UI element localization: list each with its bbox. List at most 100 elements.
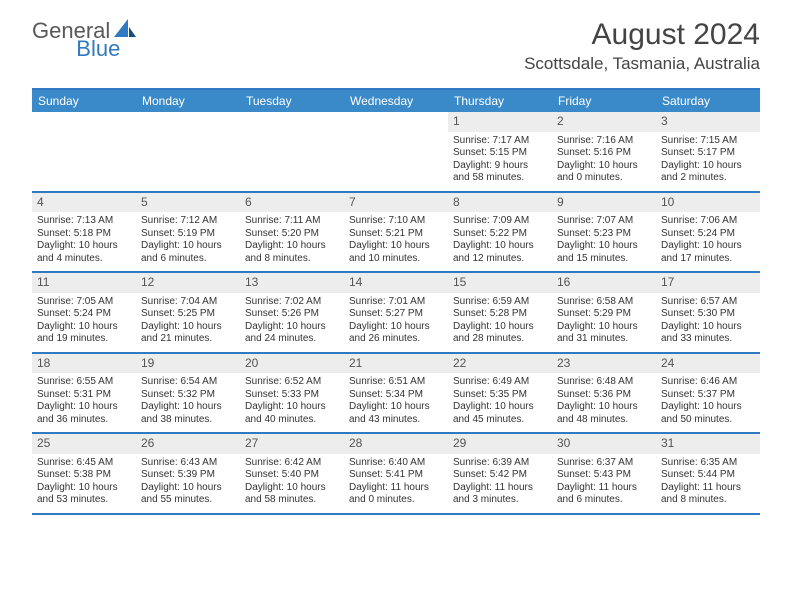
day-number: 29 <box>453 436 466 450</box>
daylight-line: Daylight: 10 hours and 6 minutes. <box>141 240 235 265</box>
daynum-row: 13 <box>240 273 344 293</box>
day-number: 19 <box>141 356 154 370</box>
calendar-cell: 1Sunrise: 7:17 AMSunset: 5:15 PMDaylight… <box>448 112 552 191</box>
daynum-row: 30 <box>552 434 656 454</box>
sunrise-line: Sunrise: 6:58 AM <box>557 296 651 309</box>
calendar-cell: 18Sunrise: 6:55 AMSunset: 5:31 PMDayligh… <box>32 354 136 433</box>
daylight-line: Daylight: 10 hours and 40 minutes. <box>245 401 339 426</box>
daynum-row: 15 <box>448 273 552 293</box>
week-row: 25Sunrise: 6:45 AMSunset: 5:38 PMDayligh… <box>32 434 760 515</box>
daylight-line: Daylight: 10 hours and 0 minutes. <box>557 160 651 185</box>
calendar-cell: 19Sunrise: 6:54 AMSunset: 5:32 PMDayligh… <box>136 354 240 433</box>
day-header-tue: Tuesday <box>240 90 344 112</box>
daynum-row: 29 <box>448 434 552 454</box>
daynum-row: 10 <box>656 193 760 213</box>
calendar-cell: 25Sunrise: 6:45 AMSunset: 5:38 PMDayligh… <box>32 434 136 513</box>
sunrise-line: Sunrise: 6:49 AM <box>453 376 547 389</box>
daylight-line: Daylight: 10 hours and 33 minutes. <box>661 321 755 346</box>
daylight-line: Daylight: 10 hours and 15 minutes. <box>557 240 651 265</box>
daynum-row: 14 <box>344 273 448 293</box>
day-number: 24 <box>661 356 674 370</box>
calendar-cell: 24Sunrise: 6:46 AMSunset: 5:37 PMDayligh… <box>656 354 760 433</box>
daylight-line: Daylight: 10 hours and 26 minutes. <box>349 321 443 346</box>
daynum-row: 28 <box>344 434 448 454</box>
daynum-row: 11 <box>32 273 136 293</box>
sunset-line: Sunset: 5:40 PM <box>245 469 339 482</box>
sunrise-line: Sunrise: 6:39 AM <box>453 457 547 470</box>
sunset-line: Sunset: 5:44 PM <box>661 469 755 482</box>
daylight-line: Daylight: 11 hours and 0 minutes. <box>349 482 443 507</box>
day-header-mon: Monday <box>136 90 240 112</box>
daynum-row: 17 <box>656 273 760 293</box>
calendar-cell: 17Sunrise: 6:57 AMSunset: 5:30 PMDayligh… <box>656 273 760 352</box>
daynum-row: 23 <box>552 354 656 374</box>
calendar-cell: 26Sunrise: 6:43 AMSunset: 5:39 PMDayligh… <box>136 434 240 513</box>
sunrise-line: Sunrise: 7:02 AM <box>245 296 339 309</box>
day-header-sat: Saturday <box>656 90 760 112</box>
daynum-row: 9 <box>552 193 656 213</box>
daylight-line: Daylight: 11 hours and 8 minutes. <box>661 482 755 507</box>
daylight-line: Daylight: 10 hours and 28 minutes. <box>453 321 547 346</box>
weeks: 1Sunrise: 7:17 AMSunset: 5:15 PMDaylight… <box>32 112 760 515</box>
calendar-cell: 29Sunrise: 6:39 AMSunset: 5:42 PMDayligh… <box>448 434 552 513</box>
sunrise-line: Sunrise: 7:16 AM <box>557 135 651 148</box>
daylight-line: Daylight: 10 hours and 48 minutes. <box>557 401 651 426</box>
week-row: 18Sunrise: 6:55 AMSunset: 5:31 PMDayligh… <box>32 354 760 435</box>
sunrise-line: Sunrise: 7:09 AM <box>453 215 547 228</box>
calendar-cell <box>240 112 344 191</box>
sunrise-line: Sunrise: 6:35 AM <box>661 457 755 470</box>
sunset-line: Sunset: 5:18 PM <box>37 228 131 241</box>
daynum-row: 12 <box>136 273 240 293</box>
calendar-cell: 31Sunrise: 6:35 AMSunset: 5:44 PMDayligh… <box>656 434 760 513</box>
day-number: 12 <box>141 275 154 289</box>
sunrise-line: Sunrise: 6:54 AM <box>141 376 235 389</box>
daynum-row: 1 <box>448 112 552 132</box>
day-number: 17 <box>661 275 674 289</box>
sunrise-line: Sunrise: 6:57 AM <box>661 296 755 309</box>
calendar-cell: 2 Sunrise: 7:16 AMSunset: 5:16 PMDaylight… <box>552 112 656 191</box>
calendar-cell: 4Sunrise: 7:13 AMSunset: 5:18 PMDaylight… <box>32 193 136 272</box>
sunset-line: Sunset: 5:41 PM <box>349 469 443 482</box>
calendar-cell: 15Sunrise: 6:59 AMSunset: 5:28 PMDayligh… <box>448 273 552 352</box>
day-header-wed: Wednesday <box>344 90 448 112</box>
daylight-line: Daylight: 10 hours and 8 minutes. <box>245 240 339 265</box>
sunrise-line: Sunrise: 6:37 AM <box>557 457 651 470</box>
daylight-line: Daylight: 10 hours and 24 minutes. <box>245 321 339 346</box>
sunrise-line: Sunrise: 6:40 AM <box>349 457 443 470</box>
day-headers: Sunday Monday Tuesday Wednesday Thursday… <box>32 90 760 112</box>
day-number: 18 <box>37 356 50 370</box>
sunset-line: Sunset: 5:42 PM <box>453 469 547 482</box>
day-number: 8 <box>453 195 460 209</box>
page-title: August 2024 <box>524 18 760 52</box>
sunset-line: Sunset: 5:20 PM <box>245 228 339 241</box>
sunrise-line: Sunrise: 7:10 AM <box>349 215 443 228</box>
sunrise-line: Sunrise: 6:48 AM <box>557 376 651 389</box>
sunrise-line: Sunrise: 7:15 AM <box>661 135 755 148</box>
day-header-thu: Thursday <box>448 90 552 112</box>
sunset-line: Sunset: 5:16 PM <box>557 147 651 160</box>
day-number: 2 <box>557 114 564 128</box>
header: General Blue August 2024 Scottsdale, Tas… <box>0 0 792 80</box>
daynum-row: 18 <box>32 354 136 374</box>
daynum-row: 27 <box>240 434 344 454</box>
calendar-cell: 30Sunrise: 6:37 AMSunset: 5:43 PMDayligh… <box>552 434 656 513</box>
calendar-cell: 21Sunrise: 6:51 AMSunset: 5:34 PMDayligh… <box>344 354 448 433</box>
sunset-line: Sunset: 5:43 PM <box>557 469 651 482</box>
sunrise-line: Sunrise: 7:05 AM <box>37 296 131 309</box>
daylight-line: Daylight: 10 hours and 43 minutes. <box>349 401 443 426</box>
daylight-line: Daylight: 10 hours and 58 minutes. <box>245 482 339 507</box>
calendar-cell: 22Sunrise: 6:49 AMSunset: 5:35 PMDayligh… <box>448 354 552 433</box>
sunrise-line: Sunrise: 6:46 AM <box>661 376 755 389</box>
sunrise-line: Sunrise: 6:43 AM <box>141 457 235 470</box>
sunrise-line: Sunrise: 7:12 AM <box>141 215 235 228</box>
sunset-line: Sunset: 5:31 PM <box>37 389 131 402</box>
sunset-line: Sunset: 5:36 PM <box>557 389 651 402</box>
sunrise-line: Sunrise: 7:11 AM <box>245 215 339 228</box>
daynum-row: 8 <box>448 193 552 213</box>
day-number: 3 <box>661 114 668 128</box>
sunrise-line: Sunrise: 7:17 AM <box>453 135 547 148</box>
daylight-line: Daylight: 10 hours and 12 minutes. <box>453 240 547 265</box>
daylight-line: Daylight: 10 hours and 45 minutes. <box>453 401 547 426</box>
sunset-line: Sunset: 5:32 PM <box>141 389 235 402</box>
day-number: 13 <box>245 275 258 289</box>
